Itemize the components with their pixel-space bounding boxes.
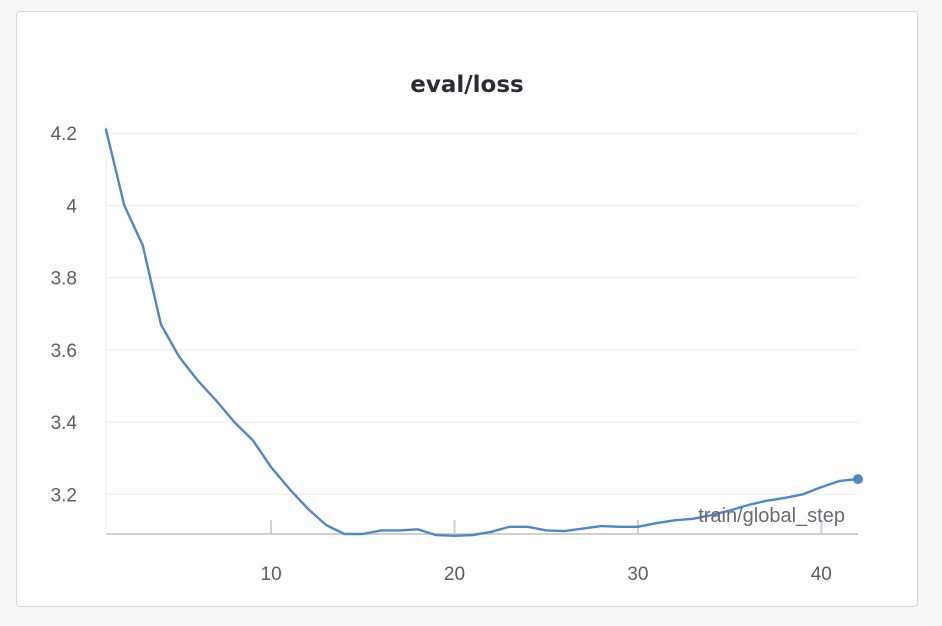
grid-lines — [106, 132, 858, 495]
x-tick-label: 10 — [261, 564, 282, 585]
chart-title: eval/loss — [410, 72, 523, 98]
chart-panel — [16, 11, 918, 607]
x-tick-label: 40 — [811, 564, 832, 585]
x-tick-label: 20 — [444, 564, 465, 585]
x-axis-label: train/global_step — [698, 505, 845, 527]
y-tick-label: 4.2 — [51, 124, 77, 145]
series-line[interactable] — [104, 128, 860, 537]
y-tick-label: 3.6 — [51, 341, 77, 362]
x-axis: 10 20 30 40 — [105, 126, 858, 585]
y-tick-label: 4 — [66, 196, 77, 217]
x-tick-label: 30 — [627, 564, 648, 585]
y-tick-label: 3.8 — [51, 269, 77, 290]
y-tick-label: 3.2 — [51, 485, 77, 506]
y-axis: 3.2 3.4 3.6 3.8 4 4.2 — [51, 124, 78, 506]
series-end-point[interactable] — [853, 474, 863, 485]
y-tick-label: 3.4 — [51, 413, 78, 434]
